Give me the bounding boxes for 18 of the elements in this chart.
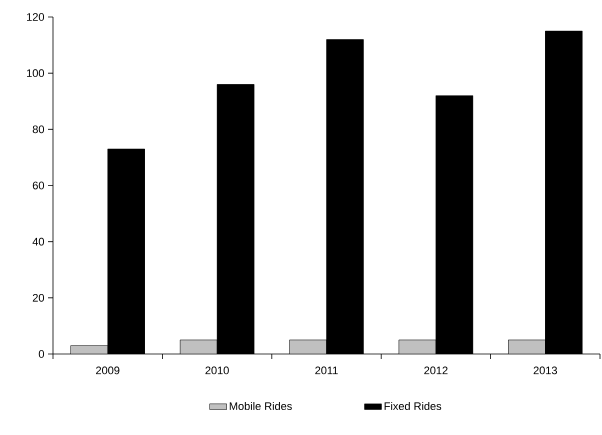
bar	[180, 340, 218, 354]
legend-label: Fixed Rides	[384, 402, 442, 410]
y-tick-label: 40	[32, 238, 44, 246]
bar	[398, 340, 436, 354]
bar	[508, 340, 546, 354]
y-tick-label: 120	[27, 13, 44, 21]
y-tick-label: 0	[38, 350, 44, 358]
y-tick-label: 60	[32, 182, 44, 190]
x-tick-label: 2011	[315, 366, 338, 374]
legend-label: Mobile Rides	[230, 402, 292, 410]
y-tick-label: 100	[27, 69, 44, 78]
y-tick-label: 20	[32, 294, 44, 302]
x-tick-label: 2013	[534, 366, 558, 374]
x-tick-label: 2009	[96, 366, 120, 374]
bar	[289, 340, 327, 354]
x-tick-label: 2012	[424, 366, 448, 374]
y-tick-label: 80	[32, 125, 44, 134]
x-tick-label: 2010	[205, 366, 229, 374]
